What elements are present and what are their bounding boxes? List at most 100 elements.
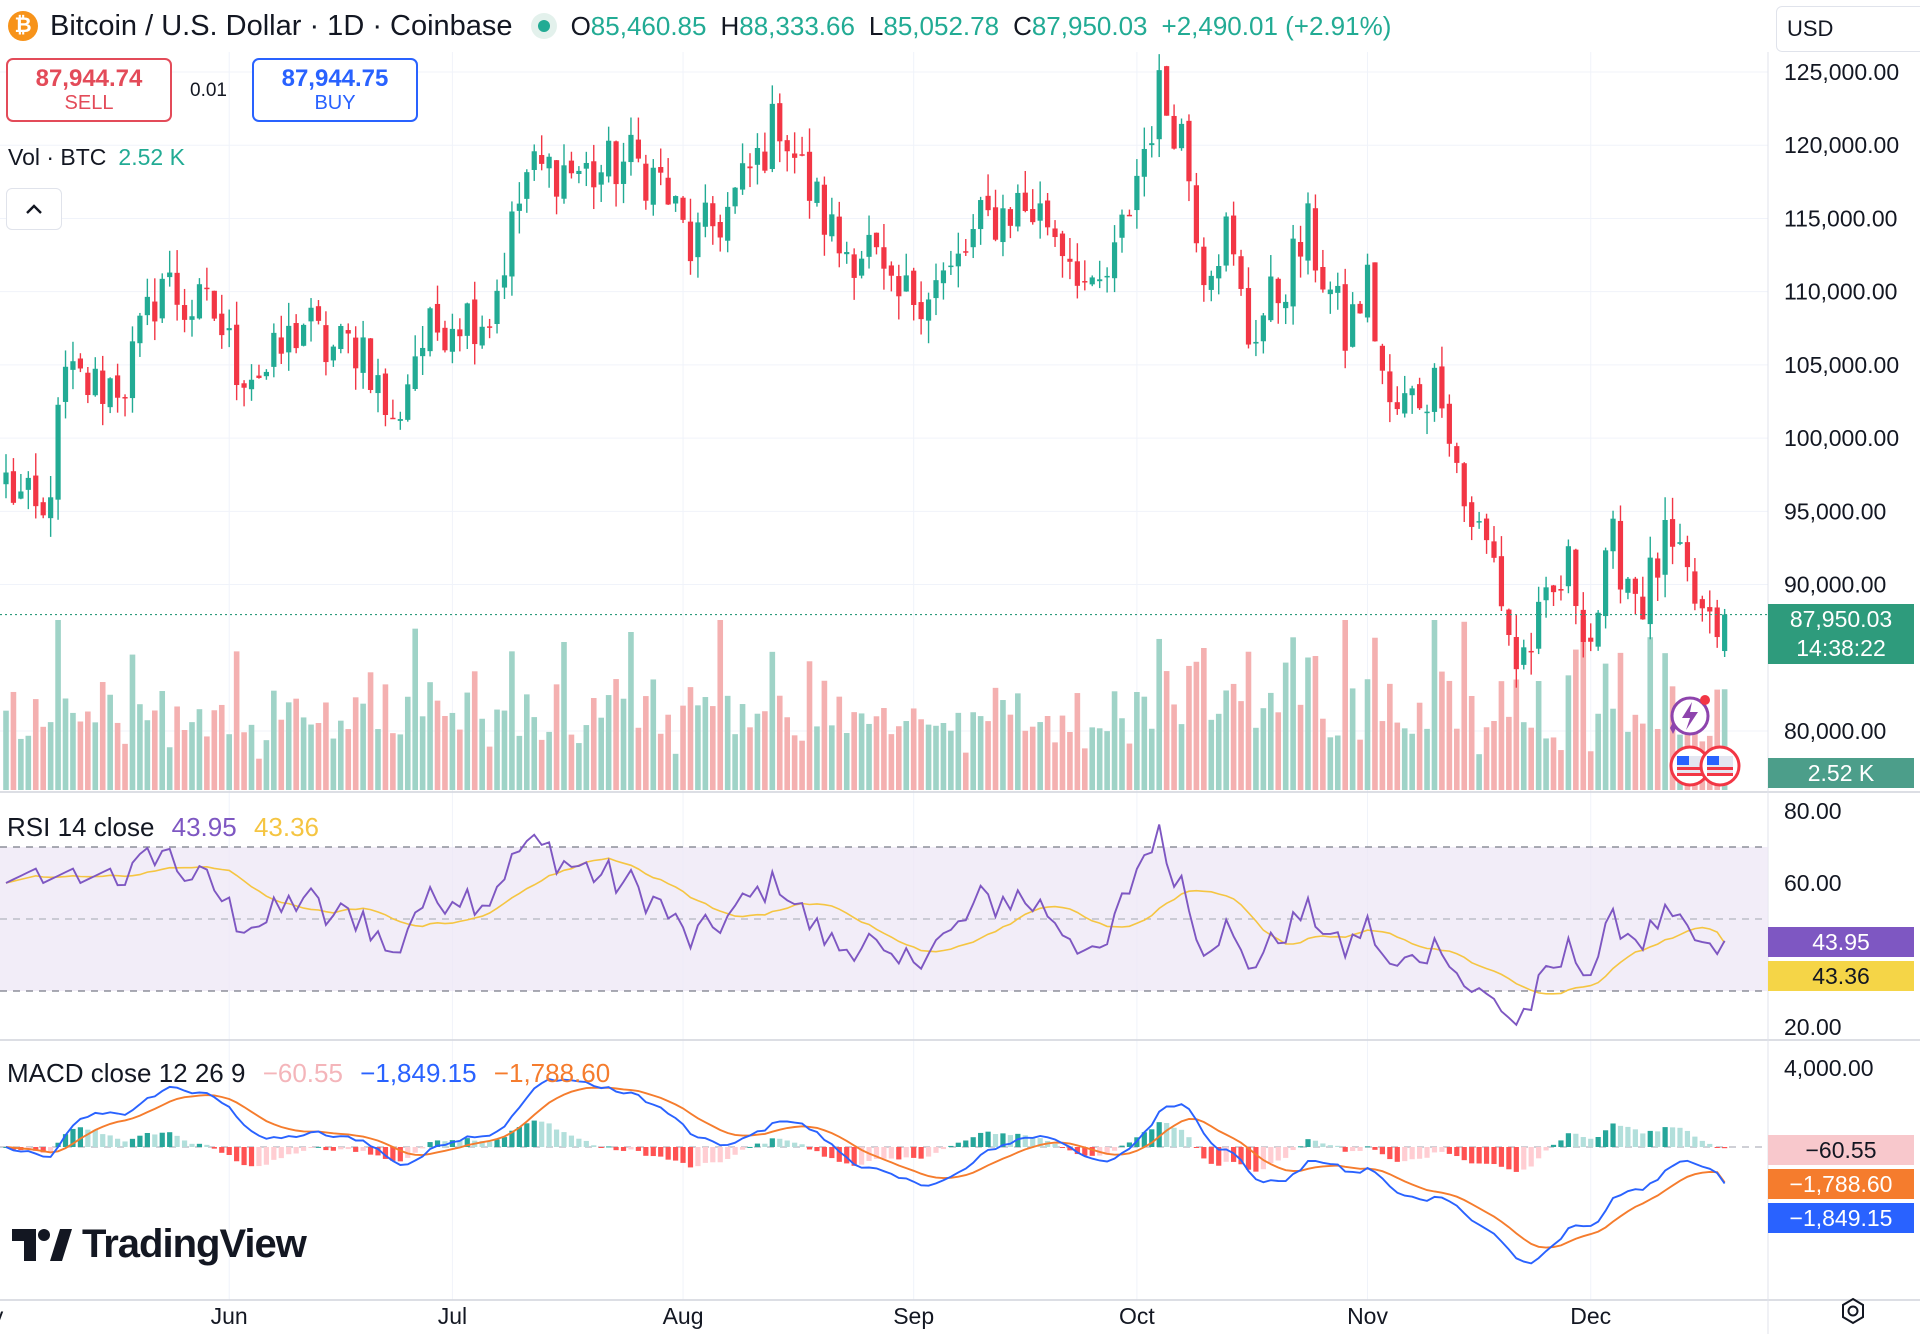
macd-histogram-bar	[390, 1147, 396, 1161]
buy-button[interactable]: 87,944.75 BUY	[252, 58, 418, 122]
volume-bar	[1305, 657, 1311, 790]
macd-histogram-bar	[1439, 1147, 1445, 1152]
volume-bar	[1111, 691, 1118, 790]
macd-histogram-bar	[122, 1141, 128, 1147]
collapse-legend-button[interactable]	[6, 188, 62, 230]
candle-body	[591, 161, 597, 188]
candle-body	[286, 325, 292, 353]
candle-body	[1573, 549, 1579, 607]
candle-body	[553, 160, 560, 197]
candle-body	[1655, 558, 1661, 578]
candle-body	[92, 368, 98, 396]
candle-body	[159, 278, 165, 319]
macd-histogram-bar	[1208, 1147, 1214, 1164]
currency-select[interactable]: USD	[1776, 6, 1920, 52]
chart-settings-icon[interactable]	[1838, 1296, 1868, 1326]
us-flag-event-icon[interactable]	[1699, 745, 1741, 787]
candle-body	[367, 338, 374, 390]
candle-body	[702, 202, 708, 227]
candle-body	[1632, 578, 1638, 594]
volume-bar	[1506, 716, 1512, 790]
candle-body	[739, 163, 746, 190]
macd-histogram-bar	[1617, 1125, 1624, 1147]
macd-histogram-bar	[1104, 1147, 1110, 1155]
macd-histogram-bar	[1722, 1147, 1728, 1149]
candle-body	[1171, 115, 1177, 149]
rsi-legend[interactable]: RSI 14 close 43.95 43.36	[7, 812, 319, 843]
volume-bar	[933, 725, 939, 790]
symbol-title[interactable]: Bitcoin / U.S. Dollar · 1D · Coinbase	[50, 9, 513, 42]
candle-body	[1231, 215, 1237, 255]
volume-bar	[814, 726, 820, 790]
candle-body	[449, 328, 455, 352]
volume-bar	[784, 717, 790, 790]
volume-bar	[218, 704, 225, 790]
volume-bar	[1513, 679, 1520, 790]
candle-body	[3, 472, 9, 485]
lightning-event-icon[interactable]	[1670, 695, 1710, 736]
macd-legend[interactable]: MACD close 12 26 9 −60.55 −1,849.15 −1,7…	[7, 1058, 610, 1089]
candle-body	[784, 140, 790, 152]
volume-bar	[643, 696, 649, 790]
macd-histogram-bar	[107, 1135, 113, 1147]
volume-bar	[1520, 722, 1527, 790]
macd-histogram-bar	[844, 1147, 850, 1164]
macd-histogram-bar	[293, 1147, 299, 1154]
candle-body	[1431, 367, 1438, 412]
macd-histogram-bar	[1260, 1147, 1266, 1170]
candle-body	[278, 337, 284, 354]
macd-histogram-bar	[680, 1147, 686, 1163]
volume-bar	[1334, 735, 1341, 790]
candle-body	[940, 270, 947, 284]
macd-histogram-bar	[449, 1140, 455, 1147]
ohlc-open: O85,460.85	[570, 10, 707, 41]
volume-bar	[1461, 621, 1468, 790]
macd-histogram-bar	[115, 1138, 121, 1147]
volume-bar	[55, 620, 61, 790]
sell-button[interactable]: 87,944.74 SELL	[6, 58, 172, 122]
candle-body	[806, 151, 813, 201]
macd-histogram-bar	[1327, 1145, 1333, 1147]
macd-histogram-bar	[100, 1134, 106, 1147]
tradingview-logo[interactable]: TradingView	[12, 1222, 307, 1267]
volume-bar	[1022, 730, 1029, 790]
rsi-legend-label: RSI 14 close	[7, 812, 155, 842]
candle-body	[1684, 542, 1691, 568]
volume-bar	[1647, 637, 1654, 790]
candle-body	[301, 324, 307, 346]
chart-events[interactable]	[1664, 690, 1744, 790]
candle-body	[10, 471, 17, 503]
candle-body	[1164, 66, 1170, 116]
macd-histogram-bar	[1364, 1146, 1371, 1148]
macd-histogram-bar	[546, 1123, 552, 1147]
volume-bar	[1201, 648, 1207, 790]
candle-body	[1394, 402, 1400, 410]
macd-histogram-bar	[234, 1147, 240, 1162]
volume-bar	[873, 716, 880, 790]
macd-histogram-bar	[821, 1147, 827, 1157]
macd-histogram-bar	[873, 1147, 880, 1159]
grid-lines	[0, 52, 1920, 1334]
volume-legend[interactable]: Vol · BTC 2.52 K	[8, 144, 185, 171]
macd-histogram-bar	[174, 1135, 180, 1147]
candle-body	[330, 346, 336, 361]
candle-body	[1595, 612, 1601, 647]
macd-histogram-bar	[1684, 1130, 1691, 1147]
volume-bar	[10, 691, 17, 790]
candle-body	[122, 397, 128, 399]
volume-bar	[888, 734, 895, 790]
market-status-icon[interactable]	[530, 13, 557, 39]
us-flag-event-icon[interactable]	[1669, 745, 1711, 787]
macd-histogram-bar	[829, 1147, 835, 1159]
macd-histogram-bar	[1417, 1147, 1423, 1159]
macd-pane: 4,000.00	[0, 1055, 1874, 1265]
candle-body	[353, 337, 359, 369]
volume-bar	[159, 691, 166, 790]
volume-bar	[724, 695, 731, 790]
candle-body	[390, 417, 396, 420]
macd-histogram-bar	[1424, 1147, 1430, 1158]
macd-histogram-bar	[925, 1147, 932, 1157]
candle-body	[836, 216, 842, 254]
macd-histogram-bar	[152, 1134, 158, 1147]
